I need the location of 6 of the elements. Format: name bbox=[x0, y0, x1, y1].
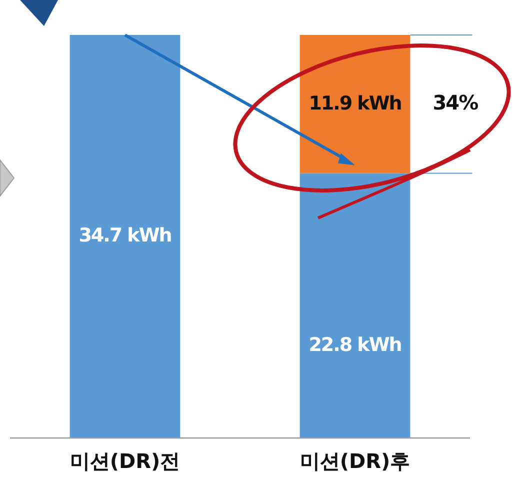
x-tick-label: 미션(DR)후 bbox=[300, 449, 410, 473]
data-label: 11.9 kWh bbox=[308, 92, 402, 114]
annotation: 34% bbox=[432, 90, 479, 115]
data-label: 34.7 kWh bbox=[78, 224, 172, 247]
data-label: 22.8 kWh bbox=[308, 334, 402, 356]
x-tick-label: 미션(DR)전 bbox=[70, 449, 180, 473]
